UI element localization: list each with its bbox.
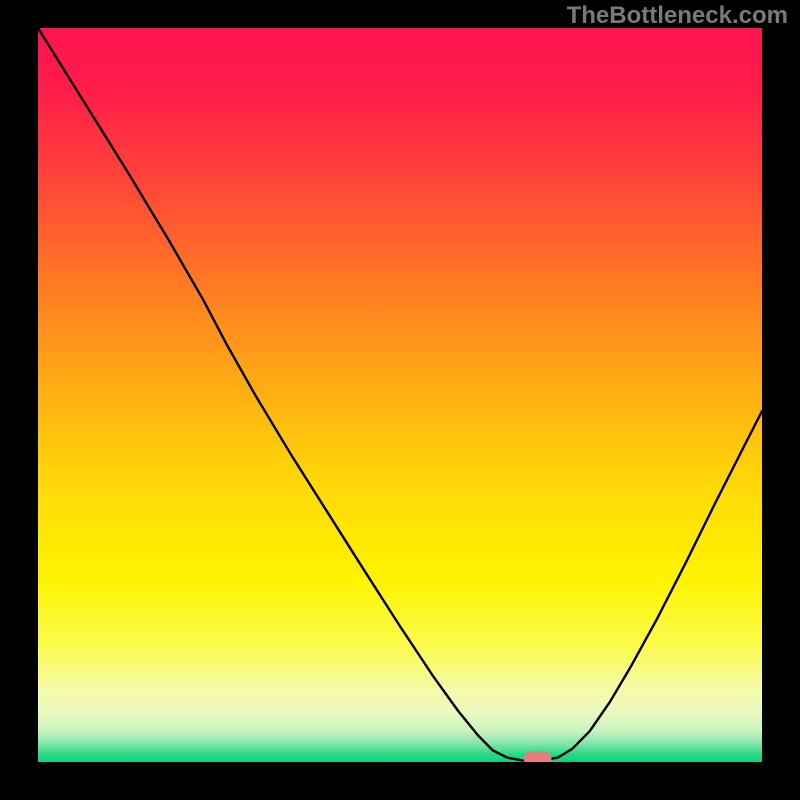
optimum-marker <box>524 751 552 762</box>
chart-container: TheBottleneck.com <box>0 0 800 800</box>
plot-area <box>38 28 762 762</box>
watermark-text: TheBottleneck.com <box>567 2 788 30</box>
plot-svg <box>38 28 762 762</box>
plot-background <box>38 28 762 762</box>
